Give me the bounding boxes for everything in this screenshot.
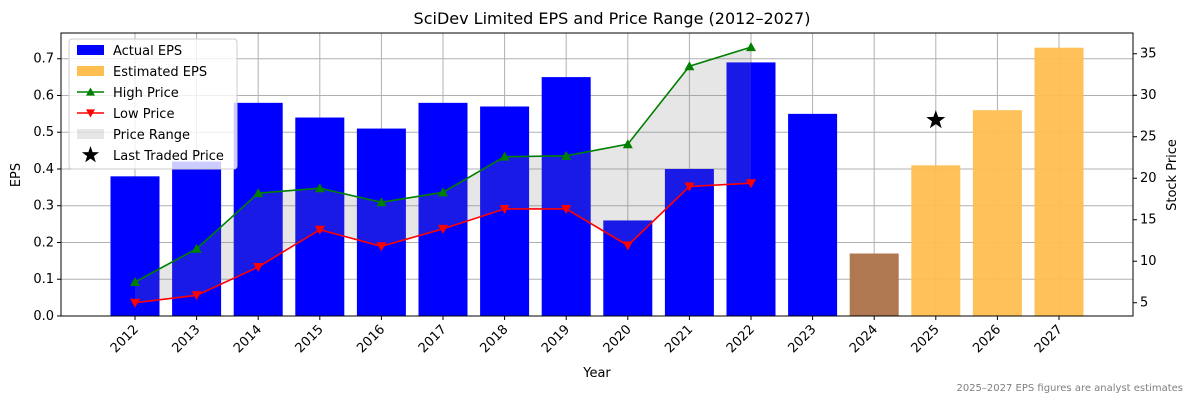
- y-tick-label: 0.0: [33, 309, 54, 324]
- high-price-point-2017: [438, 187, 448, 197]
- low-price-point-2022: [746, 179, 756, 189]
- estimated-eps-bar-2027: [1034, 47, 1084, 317]
- high-price-point-2021: [684, 61, 695, 71]
- legend-swatch-marker-2: [86, 87, 95, 96]
- price-range-area: [135, 47, 751, 303]
- low-price-point-2012: [130, 298, 140, 308]
- actual-eps-bar-2017: [418, 102, 468, 316]
- actual-eps-bar-2022: [726, 62, 776, 317]
- y2-tick-label: 30: [1140, 88, 1157, 103]
- last-traded-price-star: [926, 110, 946, 129]
- x-tick-label: 2025: [909, 322, 943, 356]
- price-range-fill: [135, 47, 751, 303]
- x-tick-label: 2020: [601, 322, 635, 356]
- actual-eps-bar-2013: [172, 161, 222, 316]
- line-layer: [130, 42, 946, 308]
- estimated-eps-bar-2025: [911, 165, 961, 316]
- x-tick-label: 2023: [785, 322, 819, 356]
- high-price-point-2022: [746, 42, 756, 52]
- y2-tick-label: 25: [1140, 130, 1157, 145]
- plot-frame: [60, 32, 1134, 317]
- legend-frame: [68, 38, 238, 170]
- x-tick-label: 2027: [1032, 322, 1066, 356]
- y-tick-label: 0.7: [33, 52, 54, 67]
- y-tick-label: 0.3: [33, 199, 54, 214]
- x-tick-label: 2026: [970, 322, 1004, 356]
- legend-label-1: Estimated EPS: [113, 65, 207, 80]
- x-tick-label: 2021: [662, 322, 696, 356]
- high-price-point-2014: [253, 188, 264, 198]
- legend: Actual EPS Estimated EPS High Price Low Pri…: [68, 38, 238, 170]
- x-tick-label: 2024: [847, 322, 881, 356]
- y-tick-label: 0.2: [33, 235, 54, 250]
- low-price-point-2019: [561, 204, 572, 214]
- high-price-point-2020: [622, 139, 633, 149]
- high-price-point-2015: [314, 183, 325, 193]
- actual-eps-bar-2014: [233, 102, 283, 316]
- y-axis-label: EPS: [9, 163, 24, 187]
- x-tick-label: 2018: [477, 322, 511, 356]
- low-price-point-2018: [499, 204, 510, 214]
- high-price-point-2018: [499, 151, 510, 161]
- low-price-point-2021: [684, 182, 695, 192]
- low-price-point-2020: [622, 241, 633, 251]
- x-tick-label: 2017: [416, 322, 450, 356]
- actual-eps-bar-2016: [356, 128, 406, 316]
- high-price-point-2019: [561, 150, 572, 160]
- footnote: 2025–2027 EPS figures are analyst estima…: [956, 383, 1183, 394]
- x-tick-label: 2015: [293, 322, 327, 356]
- legend-label-4: Price Range: [113, 128, 190, 143]
- estimated-eps-bar-2026: [972, 110, 1022, 316]
- legend-label-3: Low Price: [113, 107, 174, 122]
- y-tick-label: 0.4: [33, 162, 54, 177]
- legend-label-5: Last Traded Price: [113, 149, 224, 164]
- y-tick-label: 0.1: [33, 272, 54, 287]
- x-tick-label: 2012: [108, 322, 142, 356]
- low-price-point-2013: [191, 291, 202, 301]
- legend-swatch-1: [77, 66, 104, 76]
- high-price-point-2012: [130, 276, 140, 286]
- legend-swatch-4: [77, 129, 104, 139]
- bar-layer: [110, 47, 1084, 317]
- actual-eps-bar-2012: [110, 176, 160, 316]
- x-tick-label: 2013: [169, 322, 203, 356]
- y2-tick-label: 35: [1140, 47, 1157, 62]
- x-tick-label: 2022: [724, 322, 758, 356]
- actual-eps-bar-2023: [788, 113, 838, 316]
- legend-label-0: Actual EPS: [113, 44, 182, 59]
- low-price-point-2017: [438, 224, 448, 234]
- x-axis-label: Year: [582, 366, 611, 381]
- legend-swatch-5: [81, 146, 100, 163]
- y-tick-label: 0.6: [33, 88, 54, 103]
- actual-eps-bar-2015: [295, 117, 345, 316]
- actual-eps-bar-2024: [849, 253, 899, 316]
- high-price-point-2013: [191, 243, 202, 253]
- low-price-point-2016: [376, 242, 387, 252]
- y2-tick-label: 5: [1140, 296, 1148, 311]
- y2-tick-label: 20: [1140, 171, 1157, 186]
- actual-eps-bar-2019: [541, 77, 591, 316]
- chart-title: SciDev Limited EPS and Price Range (2012…: [414, 9, 811, 28]
- x-tick-label: 2019: [539, 322, 573, 356]
- actual-eps-bar-2021: [664, 168, 714, 316]
- y2-tick-label: 10: [1140, 254, 1157, 269]
- y2-axis-label: Stock Price: [1165, 139, 1180, 211]
- y2-tick-label: 15: [1140, 213, 1157, 228]
- y-tick-label: 0.5: [33, 125, 54, 140]
- x-tick-label: 2014: [231, 322, 265, 356]
- legend-swatch-0: [77, 45, 104, 55]
- legend-swatch-marker-3: [86, 109, 95, 118]
- low-price-point-2015: [314, 225, 325, 235]
- low-price-point-2014: [253, 263, 264, 273]
- legend-label-2: High Price: [113, 86, 179, 101]
- high-price-point-2016: [376, 197, 387, 207]
- x-tick-label: 2016: [354, 322, 388, 356]
